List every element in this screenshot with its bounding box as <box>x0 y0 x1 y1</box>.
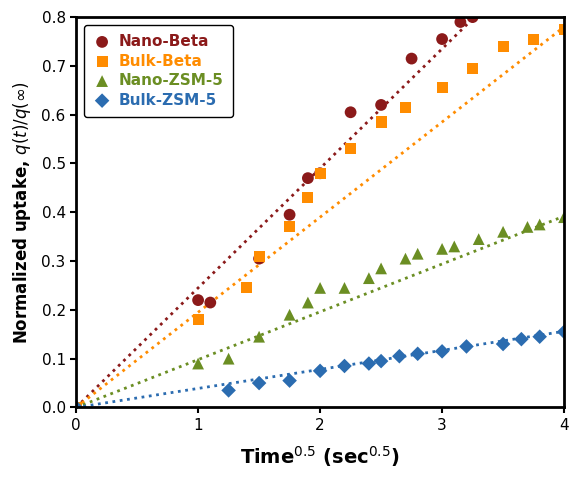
Bulk-Beta <box>468 64 477 72</box>
Bulk-Beta <box>376 118 386 126</box>
Bulk-Beta <box>71 404 81 411</box>
Nano-ZSM-5 <box>560 213 569 221</box>
Nano-ZSM-5 <box>413 250 422 258</box>
Bulk-ZSM-5 <box>376 357 386 365</box>
Bulk-ZSM-5 <box>316 367 325 375</box>
Nano-Beta <box>437 35 447 43</box>
Bulk-ZSM-5 <box>340 362 349 370</box>
Nano-Beta <box>71 404 81 411</box>
Y-axis label: Normalized uptake, $q(t)/q(\infty)$: Normalized uptake, $q(t)/q(\infty)$ <box>11 81 33 344</box>
Nano-Beta <box>206 299 215 306</box>
Bulk-ZSM-5 <box>71 404 81 411</box>
Bulk-Beta <box>316 169 325 177</box>
Bulk-Beta <box>498 43 508 50</box>
Nano-ZSM-5 <box>535 221 544 228</box>
Bulk-Beta <box>346 145 355 153</box>
Bulk-ZSM-5 <box>498 340 508 348</box>
Bulk-ZSM-5 <box>364 360 374 367</box>
Bulk-ZSM-5 <box>560 328 569 336</box>
Nano-Beta <box>285 211 294 218</box>
Nano-ZSM-5 <box>376 264 386 272</box>
Nano-ZSM-5 <box>498 228 508 236</box>
Nano-Beta <box>316 169 325 177</box>
Nano-Beta <box>255 255 264 263</box>
Bulk-Beta <box>560 25 569 33</box>
Bulk-Beta <box>242 284 252 292</box>
Nano-ZSM-5 <box>523 223 532 231</box>
Bulk-ZSM-5 <box>535 333 544 340</box>
Nano-Beta <box>376 101 386 109</box>
Nano-Beta <box>194 296 203 304</box>
Nano-ZSM-5 <box>474 235 483 243</box>
Bulk-ZSM-5 <box>395 352 404 360</box>
Nano-ZSM-5 <box>255 333 264 340</box>
Bulk-Beta <box>194 316 203 324</box>
Bulk-ZSM-5 <box>255 379 264 387</box>
Bulk-Beta <box>529 35 538 43</box>
Nano-Beta <box>456 18 465 26</box>
Bulk-ZSM-5 <box>413 350 422 358</box>
Nano-ZSM-5 <box>71 404 81 411</box>
Bulk-ZSM-5 <box>437 348 447 355</box>
Bulk-Beta <box>285 223 294 231</box>
Nano-Beta <box>346 108 355 116</box>
Nano-Beta <box>468 13 477 21</box>
Nano-ZSM-5 <box>450 242 459 250</box>
Bulk-Beta <box>401 104 410 111</box>
Bulk-ZSM-5 <box>224 386 233 394</box>
Nano-ZSM-5 <box>303 299 313 306</box>
Nano-ZSM-5 <box>364 274 374 282</box>
Bulk-Beta <box>255 252 264 260</box>
Nano-Beta <box>407 55 416 62</box>
Nano-ZSM-5 <box>437 245 447 253</box>
Legend: Nano-Beta, Bulk-Beta, Nano-ZSM-5, Bulk-ZSM-5: Nano-Beta, Bulk-Beta, Nano-ZSM-5, Bulk-Z… <box>84 25 233 117</box>
Bulk-ZSM-5 <box>517 336 526 343</box>
Nano-ZSM-5 <box>194 360 203 367</box>
Bulk-ZSM-5 <box>285 377 294 384</box>
Bulk-ZSM-5 <box>462 343 471 350</box>
Nano-Beta <box>303 174 313 182</box>
Nano-ZSM-5 <box>340 284 349 292</box>
Nano-ZSM-5 <box>285 311 294 319</box>
Bulk-Beta <box>303 194 313 202</box>
Nano-ZSM-5 <box>316 284 325 292</box>
Bulk-Beta <box>437 84 447 92</box>
Nano-ZSM-5 <box>401 255 410 263</box>
Nano-ZSM-5 <box>224 355 233 362</box>
X-axis label: Time$^{0.5}$ (sec$^{0.5}$): Time$^{0.5}$ (sec$^{0.5}$) <box>240 444 400 469</box>
